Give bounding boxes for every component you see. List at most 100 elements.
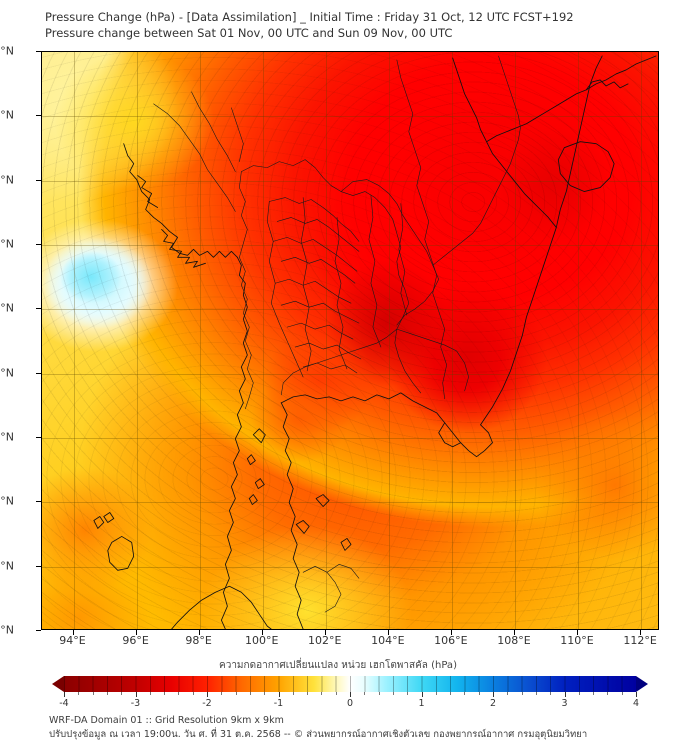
lat-tick-label: 16°N [0, 237, 14, 251]
colorbar-minor-tick [192, 692, 194, 695]
colorbar-minor-tick [464, 692, 466, 695]
colorbar-tick-label: -2 [202, 698, 212, 709]
colorbar-minor-tick [321, 692, 323, 695]
colorbar-minor-tick [235, 692, 237, 695]
colorbar-minor-tick [621, 692, 623, 695]
lon-tick-mark [387, 630, 389, 635]
colorbar-major-tick [135, 692, 137, 697]
lat-tick-mark [36, 501, 41, 503]
lat-tick-mark [36, 244, 41, 245]
chart-title-block: Pressure Change (hPa) - [Data Assimilati… [45, 9, 665, 41]
lat-tick-label: 18°N [0, 173, 14, 187]
colorbar-minor-tick [507, 692, 509, 695]
lon-tick-label: 106°E [434, 634, 468, 647]
lon-tick-label: 110°E [560, 634, 594, 647]
lat-tick-mark [36, 437, 41, 438]
colorbar-minor-tick [407, 692, 409, 695]
footer-line-1: WRF-DA Domain 01 :: Grid Resolution 9km … [49, 715, 284, 726]
map-plot-area[interactable] [41, 51, 659, 630]
colorbar-minor-tick [392, 692, 394, 695]
lon-tick-label: 100°E [244, 634, 279, 647]
colorbar-minor-tick [593, 692, 595, 695]
colorbar-major-tick [278, 692, 280, 697]
footer-line-2: ปรับปรุงข้อมูล ณ เวลา 19:00น. วัน ศ. ที่… [49, 729, 588, 740]
lon-tick-mark [450, 630, 452, 635]
colorbar-minor-tick [607, 692, 609, 695]
lon-tick-mark [640, 630, 642, 635]
lat-tick-mark [36, 179, 41, 181]
colorbar-minor-tick [121, 692, 123, 695]
lat-tick-mark [36, 51, 41, 52]
lat-tick-mark [36, 630, 41, 631]
blob-south-china-sea [534, 409, 658, 560]
colorbar-major-tick [421, 692, 423, 697]
colorbar-minor-tick [221, 692, 223, 695]
colorbar-minor-tick [307, 692, 309, 695]
lat-tick-label: 22°N [0, 44, 14, 58]
colorbar-holder[interactable]: -4 -3 -2 -1 0 1 2 3 4 [52, 676, 648, 709]
colorbar-step-lines [64, 676, 636, 692]
lon-tick-label: 94°E [59, 634, 86, 647]
colorbar-tick-label: 0 [346, 698, 354, 709]
blob-myanmar-yellow [54, 52, 215, 191]
lon-tick-label: 98°E [185, 634, 212, 647]
contour-band-overlay-north [42, 52, 658, 629]
colorbar-major-tick [64, 692, 65, 697]
title-line-1: Pressure Change (hPa) - [Data Assimilati… [45, 10, 574, 24]
title-line-2: Pressure change between Sat 01 Nov, 00 U… [45, 26, 453, 40]
blob-gulf-thailand [251, 375, 350, 462]
colorbar-tick-label: -1 [273, 698, 284, 709]
colorbar-tick-label: 2 [489, 698, 497, 709]
lat-tick-label: 20°N [0, 108, 14, 122]
coastline-overlay [93, 55, 657, 629]
lat-tick-mark [36, 115, 41, 117]
lat-tick-mark [36, 308, 41, 310]
colorbar-minor-tick [292, 692, 294, 695]
lat-tick-label: 14°N [0, 301, 14, 315]
lon-tick-label: 102°E [308, 634, 342, 647]
lon-tick-mark [72, 630, 74, 635]
colorbar-minor-tick [364, 692, 366, 695]
colorbar-over-arrow [636, 676, 648, 692]
colorbar-minor-tick [521, 692, 523, 695]
colorbar-minor-tick [92, 692, 94, 695]
colorbar-tick-label: -3 [130, 698, 141, 709]
colorbar-minor-tick [435, 692, 437, 695]
colorbar-gradient [64, 676, 636, 692]
lon-tick-mark [135, 630, 137, 635]
colorbar-tick-label: 1 [418, 698, 425, 709]
colorbar-under-arrow [52, 676, 64, 692]
lat-tick-label: 8°N [0, 494, 14, 508]
lat-tick-label: 10°N [0, 430, 14, 444]
colorbar: ความกดอากาศเปลี่ยนแปลง หน่วย เฮกโตพาสคัล… [0, 658, 676, 709]
contour-band-overlay-south [42, 52, 658, 629]
footer-block: WRF-DA Domain 01 :: Grid Resolution 9km … [49, 714, 659, 742]
lat-tick-label: 4°N [0, 623, 14, 637]
colorbar-minor-tick [535, 692, 537, 695]
colorbar-minor-tick [550, 692, 552, 695]
lon-tick-mark [577, 630, 579, 635]
lon-tick-mark [198, 630, 200, 635]
colorbar-tick-label: 3 [561, 698, 568, 709]
lon-tick-mark [261, 630, 263, 635]
colorbar-minor-tick [164, 692, 166, 695]
colorbar-tick-label: -4 [59, 698, 69, 709]
colorbar-ticks [64, 692, 637, 697]
colorbar-minor-tick [249, 692, 251, 695]
lat-tick-mark [36, 565, 41, 567]
colorbar-minor-tick [78, 692, 80, 695]
colorbar-major-tick [564, 692, 566, 697]
colorbar-major-tick [350, 692, 351, 697]
colorbar-minor-tick [450, 692, 452, 695]
lat-tick-mark [36, 372, 41, 374]
colorbar-major-tick [207, 692, 208, 697]
colorbar-minor-tick [178, 692, 180, 695]
colorbar-title: ความกดอากาศเปลี่ยนแปลง หน่วย เฮกโตพาสคัล… [219, 660, 457, 671]
lat-tick-label: 6°N [0, 559, 14, 573]
lon-tick-label: 108°E [497, 634, 531, 647]
colorbar-minor-tick [264, 692, 266, 695]
lon-tick-mark [513, 630, 515, 635]
colorbar-major-tick [493, 692, 494, 697]
lon-tick-label: 112°E [623, 634, 657, 647]
colorbar-minor-tick [335, 692, 337, 695]
